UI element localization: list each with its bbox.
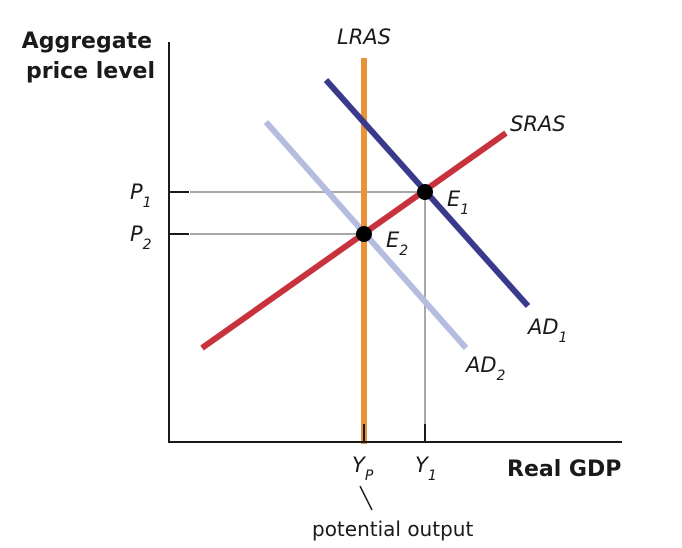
- ad1-label: AD1: [526, 315, 567, 346]
- e2-point: [356, 226, 372, 242]
- ad2-label: AD2: [464, 353, 506, 384]
- p1-label: P1: [130, 180, 152, 211]
- e1-point: [417, 184, 433, 200]
- y-axis-title-line1: Aggregate: [22, 29, 152, 54]
- sras-label: SRAS: [510, 112, 566, 136]
- y1-label: Y1: [415, 453, 437, 484]
- potential-output-annotation: potential output: [312, 517, 473, 541]
- yp-label: YP: [352, 453, 374, 484]
- lras-label: LRAS: [337, 25, 391, 49]
- sras-curve: [200, 130, 508, 351]
- y-axis-title-line2: price level: [26, 59, 155, 84]
- x-axis-title: Real GDP: [507, 457, 621, 482]
- p2-label: P2: [130, 222, 152, 253]
- annotation-pointer: [359, 485, 373, 511]
- axes: [168, 42, 622, 443]
- e2-label: E2: [386, 228, 408, 259]
- e1-label: E1: [447, 187, 469, 218]
- guide-lines: [190, 191, 426, 442]
